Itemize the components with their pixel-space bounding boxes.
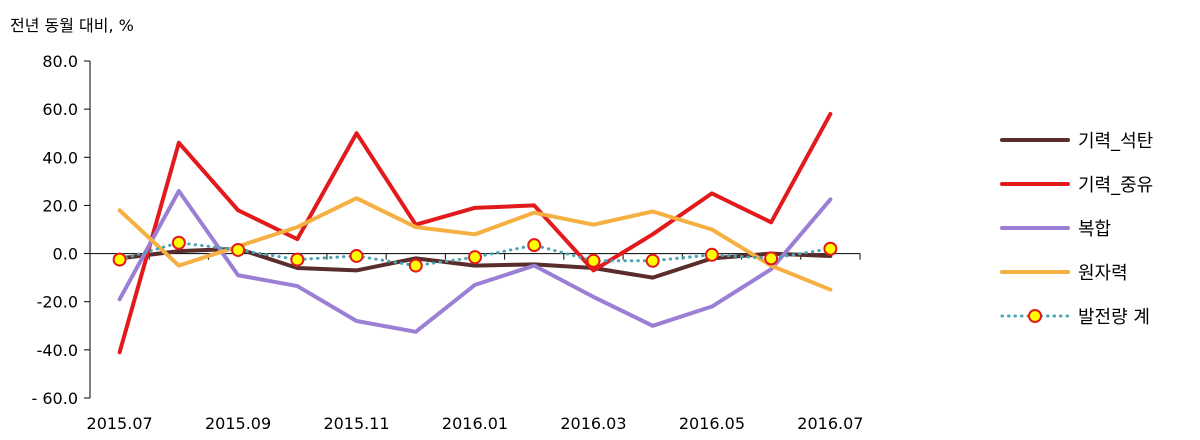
- data-point-marker: [645, 253, 660, 268]
- y-axis-unit-label: 전년 동월 대비, %: [10, 16, 134, 35]
- legend-swatch: [1000, 270, 1070, 274]
- series-line-2: [117, 188, 833, 334]
- data-point-marker: [468, 250, 482, 265]
- y-tick-label: 20.0: [42, 196, 78, 215]
- legend-item: 원자력: [1000, 250, 1190, 294]
- series-lines: [112, 111, 838, 355]
- legend-swatch-marker: [1028, 309, 1042, 323]
- y-tick-label: - 60.0: [32, 389, 78, 408]
- legend-label: 발전량 계: [1078, 307, 1150, 328]
- y-tick-label: -40.0: [37, 341, 78, 360]
- legend-swatch: [1000, 182, 1070, 186]
- series-line-1: [117, 111, 833, 355]
- data-point-marker: [527, 238, 542, 253]
- legend-label: 기력_중유: [1078, 175, 1154, 196]
- data-point-marker: [408, 258, 423, 273]
- legend-swatch: [1000, 226, 1070, 230]
- x-tick-label: 2016.07: [797, 414, 863, 433]
- legend-swatch: [1000, 138, 1070, 142]
- y-tick-label: 0.0: [53, 245, 78, 264]
- data-point-marker: [290, 252, 305, 267]
- legend-item: 복합: [1000, 206, 1190, 250]
- data-point-marker: [231, 242, 246, 257]
- series-line-3: [117, 196, 833, 292]
- legend-item: 기력_석탄: [1000, 118, 1190, 162]
- data-point-marker: [823, 241, 838, 256]
- y-tick-label: 80.0: [42, 52, 78, 71]
- y-tick-label: 60.0: [42, 100, 78, 119]
- x-tick-label: 2015.09: [205, 414, 271, 433]
- data-point-marker: [171, 235, 186, 250]
- legend-label: 원자력: [1078, 263, 1128, 284]
- legend-label: 기력_석탄: [1078, 131, 1154, 152]
- data-point-marker: [586, 253, 601, 268]
- x-tick-label: 2015.07: [87, 414, 153, 433]
- legend-item: 발전량 계: [1000, 294, 1190, 338]
- y-tick-label: -20.0: [37, 293, 78, 312]
- data-point-marker: [764, 251, 779, 266]
- legend-label: 복합: [1078, 219, 1112, 240]
- data-point-marker: [112, 252, 127, 267]
- x-tick-label: 2016.05: [679, 414, 745, 433]
- x-tick-label: 2016.03: [560, 414, 626, 433]
- legend-item: 기력_중유: [1000, 162, 1190, 206]
- y-tick-label: 40.0: [42, 148, 78, 167]
- data-point-marker: [704, 247, 719, 262]
- legend-swatch: [1000, 309, 1070, 323]
- data-point-marker: [349, 248, 364, 263]
- x-tick-label: 2015.11: [323, 414, 389, 433]
- x-tick-label: 2016.01: [442, 414, 508, 433]
